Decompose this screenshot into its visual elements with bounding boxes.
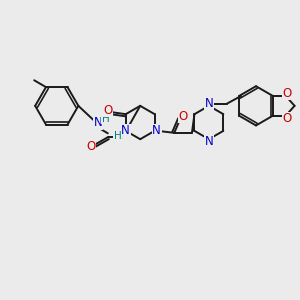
Text: O: O bbox=[86, 140, 96, 153]
Text: N: N bbox=[94, 116, 102, 129]
Text: N: N bbox=[152, 124, 161, 137]
Text: O: O bbox=[178, 110, 188, 123]
Text: N: N bbox=[122, 124, 130, 137]
Text: N: N bbox=[205, 135, 213, 148]
Text: N: N bbox=[205, 98, 213, 110]
Text: O: O bbox=[282, 112, 291, 125]
Text: O: O bbox=[103, 104, 113, 117]
Text: H: H bbox=[102, 114, 110, 124]
Text: O: O bbox=[282, 87, 291, 100]
Text: H: H bbox=[114, 131, 122, 141]
